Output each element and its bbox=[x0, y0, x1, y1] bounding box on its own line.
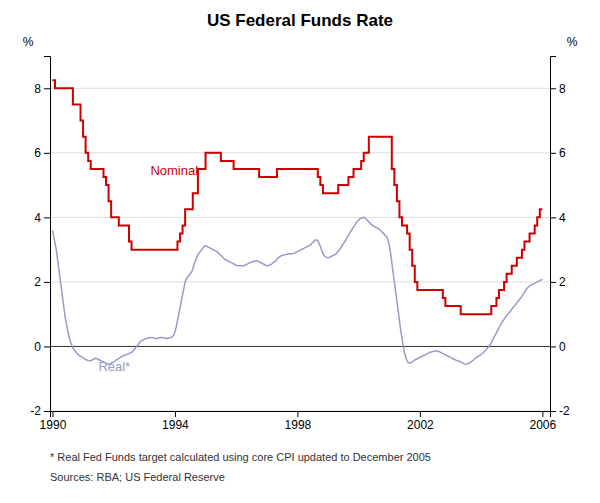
tick-mark bbox=[44, 346, 50, 347]
tick-mark bbox=[52, 411, 53, 417]
tick-mark bbox=[420, 411, 421, 417]
tick-mark bbox=[542, 411, 543, 417]
grid-line bbox=[50, 217, 550, 218]
tick-mark bbox=[550, 88, 556, 89]
tick-label: 6 bbox=[559, 146, 566, 160]
tick-mark bbox=[550, 282, 556, 283]
tick: 2 bbox=[550, 275, 566, 289]
tick: 6 bbox=[550, 146, 566, 160]
tick: 8 bbox=[34, 82, 50, 96]
grid-line bbox=[50, 281, 550, 282]
tick-label: 1998 bbox=[285, 418, 312, 432]
tick-label: 6 bbox=[34, 146, 41, 160]
tick-label: 2 bbox=[559, 275, 566, 289]
tick-mark bbox=[550, 411, 556, 412]
tick-label: 0 bbox=[559, 340, 566, 354]
tick-mark bbox=[550, 346, 556, 347]
tick-mark bbox=[175, 411, 176, 417]
plot-area bbox=[52, 80, 542, 364]
tick-label: 2002 bbox=[407, 418, 434, 432]
tick: -2 bbox=[550, 404, 570, 418]
tick: 8 bbox=[550, 82, 566, 96]
tick-mark bbox=[44, 282, 50, 283]
tick-label: 2006 bbox=[529, 418, 556, 432]
tick-mark bbox=[44, 217, 50, 218]
tick-label: -2 bbox=[30, 404, 41, 418]
tick-label: 1994 bbox=[162, 418, 189, 432]
tick-label: 4 bbox=[559, 211, 566, 225]
tick: 1990 bbox=[40, 411, 67, 432]
y2-axis-label: % bbox=[567, 35, 578, 49]
tick-mark bbox=[44, 411, 50, 412]
tick-label: -2 bbox=[559, 404, 570, 418]
tick: 0 bbox=[34, 340, 50, 354]
title: US Federal Funds Rate bbox=[207, 11, 393, 30]
axis-line bbox=[51, 412, 551, 418]
line bbox=[52, 217, 542, 364]
tick-label: 0 bbox=[34, 340, 41, 354]
annotation: Nominal bbox=[150, 163, 198, 178]
tick: -2 bbox=[30, 404, 50, 418]
tick-label: 8 bbox=[34, 82, 41, 96]
tick: 4 bbox=[34, 211, 50, 225]
tick-mark bbox=[550, 217, 556, 218]
annotation: Real* bbox=[98, 359, 130, 374]
tick-label: 2 bbox=[34, 275, 41, 289]
tick-mark bbox=[44, 153, 50, 154]
footnote: * Real Fed Funds target calculated using… bbox=[50, 451, 431, 463]
tick-label: 8 bbox=[559, 82, 566, 96]
tick: 4 bbox=[550, 211, 566, 225]
y2-axis: -2 0 2 4 6 8 bbox=[550, 57, 570, 419]
tick: 6 bbox=[34, 146, 50, 160]
tick: 0 bbox=[550, 340, 566, 354]
tick-label: 1990 bbox=[40, 418, 67, 432]
tick-label: 4 bbox=[34, 211, 41, 225]
tick-mark bbox=[297, 411, 298, 417]
tick: 2006 bbox=[529, 411, 556, 432]
x-axis: 1990 1994 1998 2002 2006 bbox=[40, 411, 557, 432]
tick-mark bbox=[550, 153, 556, 154]
grid-line bbox=[50, 152, 550, 153]
tick: 2 bbox=[34, 275, 50, 289]
step-line bbox=[52, 80, 542, 314]
zero-line bbox=[50, 346, 550, 347]
chart: 19901994199820022006-202468-202468US Fed… bbox=[0, 0, 600, 503]
tick: 1994 bbox=[162, 411, 189, 432]
tick: 2002 bbox=[407, 411, 434, 432]
y-axis-label: % bbox=[23, 35, 34, 49]
axis-line bbox=[44, 57, 51, 412]
y-axis: -2 0 2 4 6 8 bbox=[30, 57, 50, 419]
axis-line bbox=[551, 57, 557, 412]
tick: 1998 bbox=[285, 411, 312, 432]
tick-mark bbox=[44, 88, 50, 89]
grid-line bbox=[50, 88, 550, 89]
footnote: Sources: RBA; US Federal Reserve bbox=[50, 471, 225, 483]
grid bbox=[50, 88, 550, 411]
